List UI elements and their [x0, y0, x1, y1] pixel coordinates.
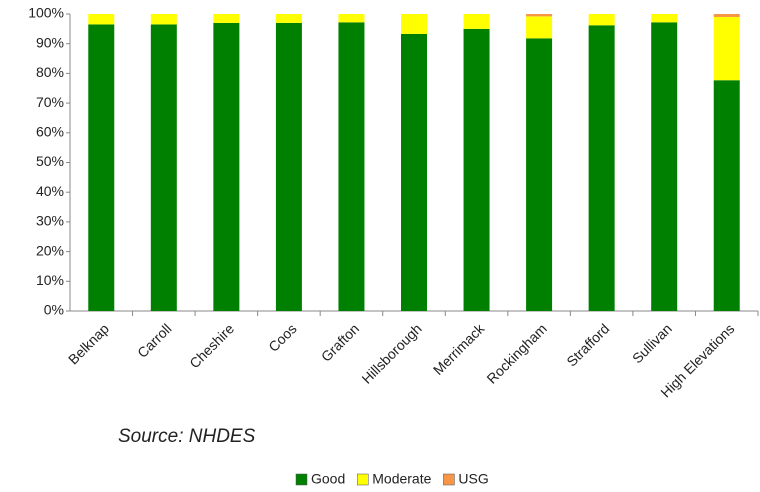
- y-tick-label: 0%: [44, 302, 64, 318]
- bar-segment: [713, 16, 740, 81]
- legend-label: Good: [311, 471, 345, 487]
- y-tick-label: 80%: [36, 64, 64, 80]
- bar-segment: [150, 14, 177, 25]
- x-tick-label: Grafton: [318, 320, 362, 364]
- legend-swatch: [443, 473, 455, 486]
- x-tick-label: Rockingham: [483, 320, 549, 386]
- legend-label: USG: [458, 471, 488, 487]
- x-tick-label: Carroll: [134, 320, 174, 360]
- bar-segment: [651, 14, 678, 23]
- y-tick-label: 100%: [28, 5, 64, 21]
- y-tick-label: 70%: [36, 94, 64, 110]
- y-tick-label: 10%: [36, 272, 64, 288]
- bar-segment: [713, 80, 740, 311]
- bar-segment: [526, 38, 553, 311]
- bar-segment: [338, 14, 365, 23]
- bar-segment: [651, 22, 678, 311]
- source-note: Source: NHDES: [118, 426, 256, 447]
- bar-segment: [713, 14, 740, 17]
- x-tick-label: Belknap: [65, 320, 112, 367]
- y-tick-label: 20%: [36, 242, 64, 258]
- legend-swatch: [357, 473, 369, 486]
- bar-segment: [401, 14, 427, 34]
- bar-segment: [213, 14, 240, 23]
- y-tick-label: 30%: [36, 213, 64, 229]
- bar-segment: [275, 14, 302, 23]
- bar-segment: [150, 24, 177, 312]
- y-tick-label: 40%: [36, 183, 64, 199]
- x-tick-label: Strafford: [563, 320, 612, 369]
- bar-segment: [88, 24, 115, 312]
- bar-segment: [338, 22, 365, 311]
- bar-segment: [463, 28, 490, 311]
- bar-segment: [401, 33, 427, 312]
- bar-segment: [526, 14, 553, 17]
- bar-segment: [88, 14, 115, 25]
- x-tick-label: Hillsborough: [358, 320, 424, 386]
- x-tick-label: Merrimack: [430, 320, 488, 378]
- bar-segment: [275, 22, 302, 311]
- bar-segment: [463, 14, 490, 29]
- x-tick-label: Coos: [265, 320, 299, 354]
- bar-segment: [588, 14, 615, 26]
- legend-swatch: [295, 473, 308, 486]
- x-tick-label: Sullivan: [629, 320, 675, 366]
- y-tick-label: 90%: [36, 34, 64, 50]
- bar-segment: [213, 22, 240, 311]
- legend-label: Moderate: [372, 471, 431, 487]
- x-tick-label: Cheshire: [186, 320, 237, 371]
- y-tick-label: 60%: [36, 124, 64, 140]
- y-tick-label: 50%: [36, 153, 64, 169]
- bar-segment: [588, 25, 615, 311]
- bar-segment: [526, 16, 553, 39]
